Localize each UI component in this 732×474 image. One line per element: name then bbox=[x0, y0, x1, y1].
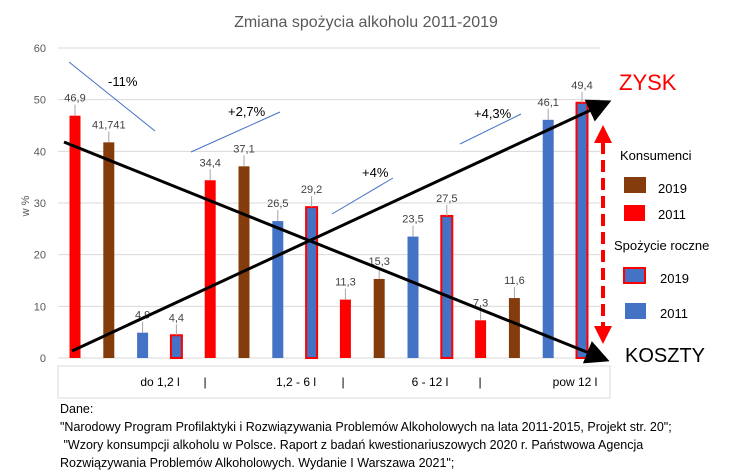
data-label: 11,3 bbox=[335, 277, 356, 289]
chart-title: Zmiana spożycia alkoholu 2011-2019 bbox=[234, 14, 498, 31]
data-label: 23,5 bbox=[402, 214, 423, 226]
annotation: +4,3% bbox=[474, 106, 512, 121]
data-label: 4,4 bbox=[169, 312, 184, 324]
y-tick-label: 10 bbox=[34, 301, 46, 313]
data-label: 41,741 bbox=[92, 119, 126, 131]
legend-label: 2019 bbox=[658, 181, 687, 196]
bar bbox=[204, 180, 216, 358]
sources-heading: Dane: bbox=[60, 402, 94, 416]
sources: Dane: "Narodowy Program Profilaktyki i R… bbox=[60, 400, 672, 472]
bar bbox=[137, 332, 149, 358]
x-axis: do 1,2 l 1,2 - 6 l 6 - 12 l pow 12 l | | | bbox=[57, 365, 611, 399]
legend-swatch-blue bbox=[625, 303, 646, 319]
annotation-line bbox=[459, 113, 522, 145]
zysk-label: ZYSK bbox=[619, 70, 677, 95]
category-separator: | bbox=[478, 375, 481, 389]
data-label: 29,2 bbox=[301, 184, 322, 196]
source-line: "Narodowy Program Profilaktyki i Rozwiąz… bbox=[60, 420, 672, 434]
data-label: 46,9 bbox=[64, 93, 85, 105]
source-line: Rozwiązywania Problemów Alkoholowych. Wy… bbox=[60, 456, 455, 470]
legend-swatch-brown bbox=[624, 177, 646, 193]
bar bbox=[508, 298, 520, 358]
data-label: 46,1 bbox=[537, 97, 558, 109]
x-category-label: 1,2 - 6 l bbox=[276, 375, 316, 389]
bar bbox=[440, 214, 454, 359]
category-box bbox=[57, 365, 611, 399]
legend-swatch-blue-outlined bbox=[623, 267, 646, 284]
bar bbox=[272, 221, 284, 358]
trend-arrow-up bbox=[71, 99, 612, 353]
category-separator: | bbox=[203, 375, 206, 389]
bar bbox=[103, 142, 115, 358]
data-label: 37,1 bbox=[233, 143, 254, 155]
bar bbox=[339, 299, 351, 358]
annotation: +4% bbox=[362, 165, 389, 180]
y-tick-label: 60 bbox=[34, 43, 46, 55]
bar bbox=[305, 206, 319, 359]
annotation: +2,7% bbox=[228, 104, 266, 119]
legend-label: 2011 bbox=[658, 207, 686, 222]
bar bbox=[373, 278, 385, 358]
data-label: 27,5 bbox=[436, 193, 457, 205]
legend: Konsumenci 2019 2011 Spożycie roczne 201… bbox=[614, 148, 709, 321]
bar bbox=[69, 115, 81, 358]
y-axis: 0 10 20 30 40 50 60 bbox=[34, 43, 46, 365]
annotation-line bbox=[68, 61, 156, 132]
annotation-line bbox=[190, 111, 281, 153]
legend-label: 2019 bbox=[660, 271, 689, 286]
legend-label: 2011 bbox=[660, 306, 688, 321]
y-tick-label: 50 bbox=[34, 95, 46, 107]
bar bbox=[575, 101, 589, 360]
bar bbox=[475, 320, 487, 358]
legend-swatch-red bbox=[624, 205, 645, 221]
bar bbox=[238, 166, 250, 358]
annotation: -11% bbox=[108, 74, 138, 89]
koszty-label: KOSZTY bbox=[625, 345, 705, 367]
bar bbox=[542, 119, 554, 358]
y-axis-label: w % bbox=[20, 195, 32, 217]
data-label: 49,4 bbox=[571, 80, 592, 92]
x-category-label: pow 12 l bbox=[553, 375, 598, 389]
bar bbox=[169, 334, 183, 359]
data-label: 26,5 bbox=[267, 198, 288, 210]
bar bbox=[407, 236, 419, 358]
data-label: 34,4 bbox=[199, 157, 220, 169]
trend-arrow-down bbox=[63, 140, 610, 364]
y-tick-label: 40 bbox=[34, 146, 46, 158]
annotation-line bbox=[331, 177, 394, 215]
data-label: 11,6 bbox=[504, 275, 525, 287]
x-category-label: 6 - 12 l bbox=[412, 375, 449, 389]
y-tick-label: 30 bbox=[34, 198, 46, 210]
legend-group-title: Konsumenci bbox=[620, 148, 692, 163]
legend-group-title: Spożycie roczne bbox=[614, 238, 709, 253]
double-arrow-icon bbox=[594, 125, 612, 344]
y-tick-label: 0 bbox=[40, 353, 46, 365]
category-separator: | bbox=[341, 375, 344, 389]
y-tick-label: 20 bbox=[34, 250, 46, 262]
x-category-label: do 1,2 l bbox=[140, 375, 179, 389]
source-line: "Wzory konsumpcji alkoholu w Polsce. Rap… bbox=[60, 438, 644, 452]
